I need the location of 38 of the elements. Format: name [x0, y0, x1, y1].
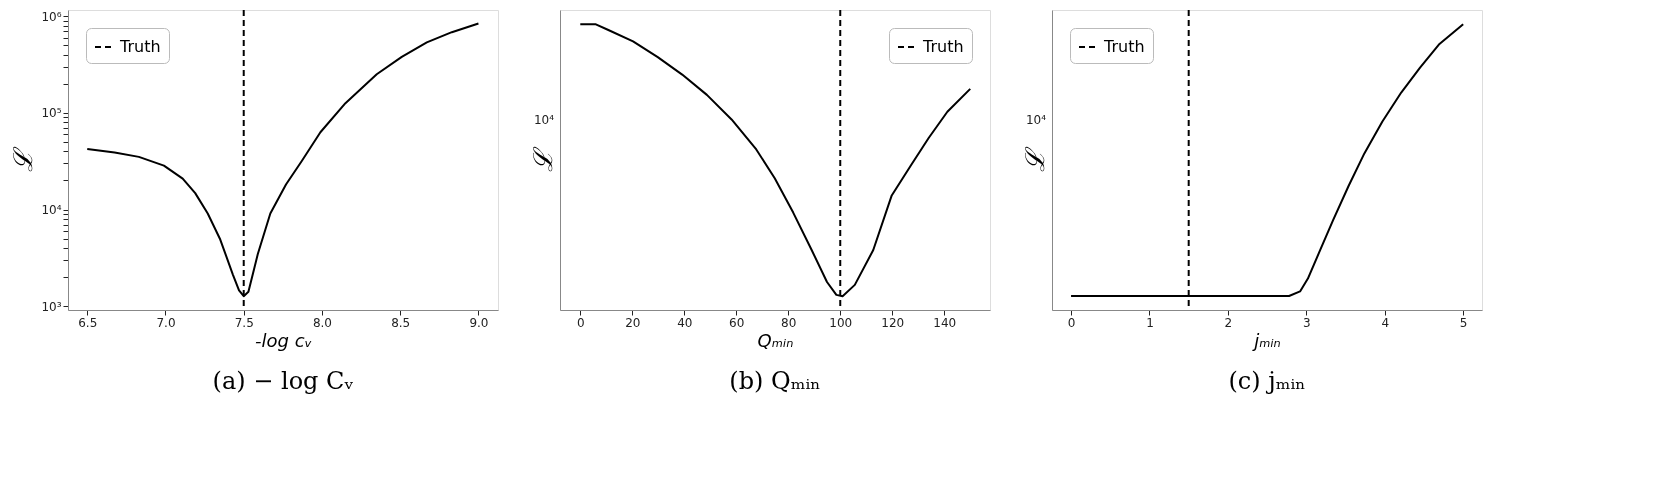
- x-axis-title: -log cᵥ: [254, 329, 313, 351]
- y-tick-label: 10⁴: [41, 203, 62, 218]
- x-tick-label: 140: [933, 315, 957, 330]
- x-tick-label: 3: [1303, 315, 1311, 330]
- x-axis-title: jₘᵢₙ: [1251, 329, 1281, 351]
- y-tick-label: 10³: [41, 299, 62, 314]
- y-tick-label: 10⁵: [41, 106, 62, 121]
- ref-line-label: Truth: [119, 37, 161, 56]
- x-tick-label: 7.0: [156, 315, 176, 330]
- text: 10⁴: [533, 113, 555, 127]
- x-tick-label: 60: [729, 315, 745, 330]
- ref-line-label: Truth: [922, 37, 964, 56]
- y-axis-title: ℒ: [8, 145, 39, 172]
- x-tick-label: 40: [677, 315, 693, 330]
- x-tick-label: 5: [1459, 315, 1468, 330]
- x-tick-label: 20: [625, 315, 641, 330]
- x-tick-label: 0: [1067, 315, 1076, 330]
- ref-line-label: Truth: [1103, 37, 1145, 56]
- y-axis-title: ℒ: [527, 145, 558, 172]
- text: 10⁴: [1025, 113, 1047, 127]
- x-tick-label: 2: [1224, 315, 1233, 330]
- x-tick-label: 8.0: [312, 315, 333, 330]
- x-tick-label: 120: [881, 315, 905, 330]
- x-tick-label: 6.5: [78, 315, 98, 330]
- x-tick-label: 100: [829, 315, 853, 330]
- x-tick-label: 8.5: [391, 315, 411, 330]
- text: (b) Qₘᵢₙ: [729, 367, 821, 395]
- x-tick-label: 7.5: [234, 315, 254, 330]
- y-tick-label: 10⁶: [41, 9, 62, 24]
- x-tick-label: 1: [1146, 315, 1154, 330]
- text: (c) jₘᵢₙ: [1228, 367, 1306, 395]
- x-tick-label: 9.0: [469, 315, 489, 330]
- x-tick-label: 4: [1381, 315, 1390, 330]
- x-tick-label: 80: [781, 315, 797, 330]
- y-axis-title: ℒ: [1019, 145, 1050, 172]
- x-axis-title: Qₘᵢₙ: [757, 329, 794, 351]
- text: (a) − log Cᵥ: [212, 367, 354, 395]
- x-tick-label: 0: [576, 315, 585, 330]
